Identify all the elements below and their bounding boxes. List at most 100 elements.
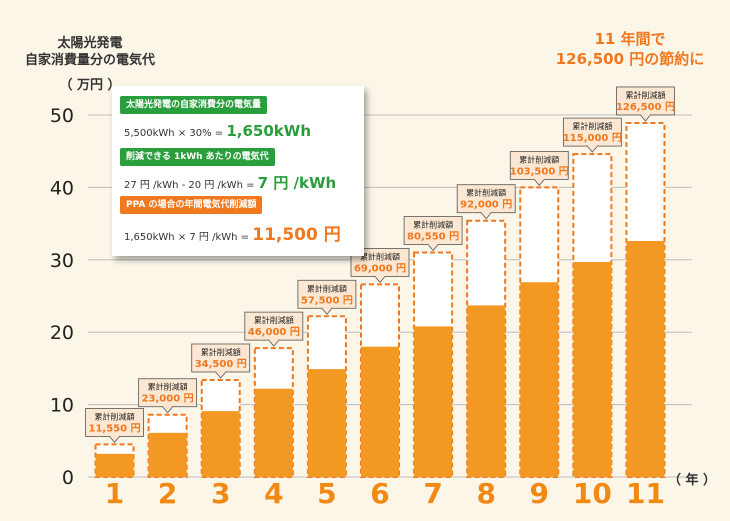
- annual-bar: [520, 282, 559, 477]
- savings-label-value: 115,000 円: [563, 132, 622, 144]
- y-axis-unit: （ 万円 ）: [59, 77, 120, 93]
- savings-label-title: 累計削減額: [307, 283, 347, 293]
- savings-label-box: [297, 279, 357, 309]
- annual-bar: [254, 388, 293, 477]
- savings-label-box: [85, 408, 144, 437]
- x-axis-ticks: 1 2 3 4 5 6 7 8 9 10 11: [105, 477, 665, 510]
- row2-result: 7 円 /kWh: [257, 174, 337, 192]
- annual-bar: [201, 411, 240, 477]
- savings-label-title: 累計削減額: [201, 347, 241, 357]
- y-tick-label: 40: [50, 177, 74, 199]
- annual-bar: [414, 326, 453, 477]
- y-tick-label: 20: [50, 322, 74, 344]
- savings-label-value: 92,000 円: [460, 199, 512, 211]
- savings-label-value: 46,000 円: [248, 326, 300, 338]
- savings-label-box: [191, 343, 251, 373]
- x-tick-label: 11: [626, 477, 665, 510]
- savings-label-box: [403, 216, 463, 245]
- annual-bar: [361, 346, 399, 477]
- row3-equation: 1,650kWh × 7 円 /kWh = 11,500 円: [124, 220, 341, 245]
- savings-label-pointer: [480, 212, 493, 220]
- savings-label-value: 34,500 円: [195, 358, 247, 370]
- x-tick-label: 4: [264, 477, 283, 510]
- savings-label-value: 11,550 円: [89, 422, 141, 434]
- row1-equation: 5,500kWh × 30% = 1,650kWh: [124, 122, 311, 140]
- savings-label-title: 累計削減額: [572, 121, 612, 131]
- row1-result: 1,650kWh: [226, 122, 312, 140]
- savings-label-pointer: [586, 145, 599, 153]
- savings-label-box: [456, 184, 516, 214]
- savings-label-box: [616, 86, 675, 116]
- savings-label-value: 23,000 円: [142, 393, 194, 405]
- savings-label-value: 80,550 円: [407, 231, 459, 243]
- savings-label-pointer: [161, 406, 174, 414]
- savings-label-title: 累計削減額: [413, 220, 453, 230]
- annual-bar: [307, 369, 346, 477]
- x-tick-label: 7: [423, 477, 442, 510]
- row3-result: 11,500 円: [252, 225, 341, 245]
- row1-heading: 太陽光発電の自家消費分の電気量: [120, 96, 268, 114]
- x-tick-label: 1: [105, 477, 124, 510]
- x-tick-label: 3: [211, 477, 230, 510]
- x-tick-label: 5: [317, 477, 336, 510]
- savings-label-pointer: [321, 307, 333, 315]
- y-tick-label: 10: [50, 395, 74, 417]
- x-tick-label: 10: [573, 477, 612, 510]
- x-axis-unit: （ 年 ）: [668, 472, 716, 488]
- row2-heading: 削減できる 1kWh あたりの電気代: [120, 148, 275, 166]
- x-tick-label: 6: [370, 477, 389, 510]
- row3-heading: PPA の場合の年間電気代削減額: [120, 196, 263, 214]
- savings-label-pointer: [267, 339, 280, 347]
- annual-bar: [95, 453, 134, 477]
- annual-bar: [573, 261, 612, 477]
- x-tick-label: 8: [476, 477, 495, 510]
- y-tick-label: 0: [62, 467, 74, 489]
- y-tick-label: 30: [50, 250, 74, 272]
- row2-equation: 27 円 /kWh - 20 円 /kWh = 7 円 /kWh: [124, 172, 336, 193]
- headline-line2: 126,500 円の節約に: [556, 50, 705, 68]
- savings-label-value: 57,500 円: [301, 294, 353, 306]
- row2-formula: 27 円 /kWh - 20 円 /kWh =: [124, 180, 255, 191]
- y-tick-label: 50: [50, 105, 74, 127]
- savings-label-title: 累計削減額: [254, 315, 294, 325]
- savings-label-value: 126,500 円: [616, 101, 675, 113]
- savings-label-pointer: [108, 436, 121, 444]
- savings-label-title: 累計削減額: [466, 188, 506, 198]
- y-axis-ticks: 0 10 20 30 40 50: [50, 105, 74, 489]
- bars: [94, 121, 666, 479]
- savings-label-value: 69,000 円: [354, 262, 406, 274]
- savings-label-title: 累計削減額: [360, 251, 400, 261]
- savings-label-pointer: [427, 244, 439, 252]
- y-axis-title-line2: 自家消費量分の電気代: [25, 52, 155, 68]
- row3-formula: 1,650kWh × 7 円 /kWh =: [124, 232, 250, 243]
- y-axis-title-line1: 太陽光発電: [56, 35, 122, 51]
- savings-label-box: [138, 378, 198, 408]
- savings-label-pointer: [639, 114, 652, 122]
- savings-label-title: 累計削減額: [148, 382, 188, 392]
- x-tick-label: 9: [530, 477, 549, 510]
- row1-formula: 5,500kWh × 30% =: [124, 128, 224, 139]
- x-tick-label: 2: [158, 477, 177, 510]
- annual-bar: [467, 305, 506, 477]
- savings-label-pointer: [214, 371, 227, 379]
- headline-line1: 11 年間で: [594, 30, 665, 48]
- savings-label-box: [562, 117, 622, 147]
- calculation-box: 太陽光発電の自家消費分の電気量 5,500kWh × 30% = 1,650kW…: [112, 86, 364, 256]
- annual-bar: [148, 432, 187, 477]
- savings-label-pointer: [374, 276, 386, 284]
- savings-label-title: 累計削減額: [519, 154, 559, 164]
- savings-label-title: 累計削減額: [625, 90, 665, 100]
- savings-label-value: 103,500 円: [510, 165, 569, 177]
- annual-bar: [626, 240, 665, 477]
